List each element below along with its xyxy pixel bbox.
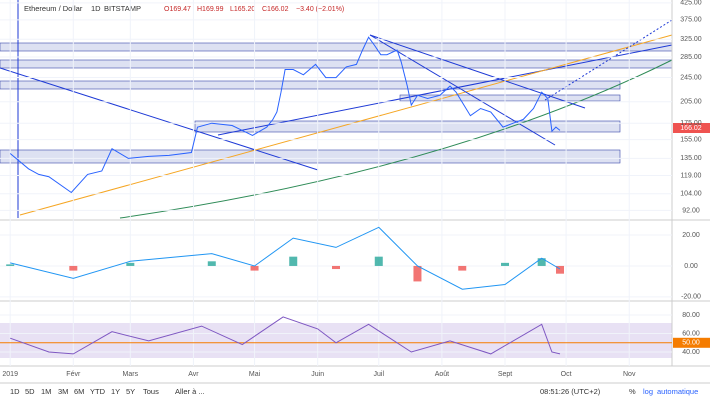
range[interactable]: 3M bbox=[58, 387, 68, 396]
y-tick-label: 135.00 bbox=[680, 155, 702, 162]
range[interactable]: Tous bbox=[143, 387, 159, 396]
y-tick-label: 119.00 bbox=[681, 172, 702, 179]
pct[interactable]: % bbox=[629, 387, 636, 396]
y-tick-label: 80.00 bbox=[682, 312, 700, 319]
macd-line bbox=[10, 226, 561, 290]
range[interactable]: 6M bbox=[74, 387, 84, 396]
histogram-bar bbox=[289, 256, 298, 266]
y-tick-label: 245.00 bbox=[680, 74, 702, 81]
y-tick-label: 425.00 bbox=[680, 0, 702, 7]
toolbar: 1D 5D 1M 3M 6M YTD 1Y 5Y Tous Aller à ..… bbox=[10, 387, 698, 396]
zone bbox=[0, 80, 621, 90]
open: O169.47 bbox=[164, 6, 191, 13]
y-tick-label: 375.00 bbox=[680, 17, 702, 24]
histogram-bar bbox=[413, 265, 422, 282]
trendline bbox=[0, 67, 319, 171]
histogram-bar bbox=[537, 258, 546, 266]
symbol: Ethereum / Dollar bbox=[24, 4, 83, 13]
close: C166.02 bbox=[262, 6, 289, 13]
y-tick-label: 285.00 bbox=[680, 54, 702, 61]
range[interactable]: YTD bbox=[90, 387, 106, 396]
y-tick-label: 205.00 bbox=[680, 99, 702, 106]
histogram-bar bbox=[6, 264, 15, 266]
range[interactable]: 1M bbox=[41, 387, 51, 396]
y-tick-label: 104.00 bbox=[680, 191, 702, 198]
histogram-bar bbox=[458, 265, 467, 271]
y-tick-label: 0.00 bbox=[684, 263, 698, 270]
y-tick-label: 155.00 bbox=[680, 137, 702, 144]
x-tick-label: Oct bbox=[561, 371, 572, 378]
zone bbox=[0, 59, 673, 69]
zone bbox=[0, 42, 673, 52]
x-tick-label: Août bbox=[435, 371, 449, 378]
high: H169.99 bbox=[197, 6, 224, 13]
trendline bbox=[369, 34, 556, 146]
trendline bbox=[19, 34, 673, 216]
x-tick-label: Févr bbox=[66, 371, 81, 378]
interval: 1D bbox=[91, 4, 101, 13]
trendlines bbox=[0, 0, 673, 219]
range[interactable]: 5Y bbox=[126, 387, 135, 396]
histogram-bar bbox=[332, 265, 340, 270]
price-tag bbox=[673, 123, 710, 133]
x-tick-label: 2019 bbox=[2, 371, 18, 378]
x-tick-label: Juin bbox=[311, 371, 324, 378]
trendline bbox=[369, 34, 586, 109]
histogram-bar bbox=[207, 261, 216, 266]
rsi-line bbox=[10, 316, 561, 355]
auto[interactable]: automatique bbox=[657, 387, 698, 396]
drawings bbox=[0, 42, 673, 164]
y-tick-label: 92.00 bbox=[682, 207, 700, 214]
legend: Ethereum / Dollar 1D BITSTAMP O169.47 H1… bbox=[24, 4, 344, 13]
y-tick-label: 175.00 bbox=[680, 120, 702, 127]
x-tick-label: Sept bbox=[498, 371, 512, 378]
histogram-bar bbox=[501, 262, 510, 266]
trendline bbox=[119, 59, 673, 219]
y-tick-label: 50.00 bbox=[682, 340, 700, 347]
y-tick-label: 60.00 bbox=[682, 330, 700, 337]
zone bbox=[194, 120, 621, 133]
histogram-bar bbox=[126, 262, 135, 266]
mid-tag bbox=[673, 337, 710, 348]
exchange: BITSTAMP bbox=[104, 4, 141, 13]
goto[interactable]: Aller à ... bbox=[175, 387, 205, 396]
y-tick-label: 325.00 bbox=[680, 36, 702, 43]
range[interactable]: 1Y bbox=[111, 387, 120, 396]
zone bbox=[399, 94, 621, 102]
histogram-bar bbox=[250, 265, 259, 271]
y-tick-label: 20.00 bbox=[682, 232, 700, 239]
y-tick-label: -20.00 bbox=[681, 294, 701, 301]
price-line bbox=[9, 36, 561, 194]
y-tick-label: 40.00 bbox=[682, 349, 700, 356]
histogram-bar bbox=[69, 265, 78, 271]
zone bbox=[0, 149, 621, 164]
x-tick-label: Mars bbox=[123, 371, 139, 378]
range[interactable]: 5D bbox=[25, 387, 35, 396]
clock: 08:51:26 (UTC+2) bbox=[540, 387, 601, 396]
change: −3.40 (−2.01%) bbox=[296, 6, 344, 13]
histogram-bar bbox=[374, 256, 383, 266]
last-price: 166.02 bbox=[680, 125, 702, 132]
x-tick-label: Avr bbox=[188, 371, 199, 378]
x-tick-label: Nov bbox=[623, 371, 636, 378]
range[interactable]: 1D bbox=[10, 387, 20, 396]
x-tick-label: Mai bbox=[249, 371, 261, 378]
rsi-band bbox=[0, 323, 672, 358]
x-tick-label: Juil bbox=[374, 371, 385, 378]
histogram-bar bbox=[556, 265, 564, 274]
low: L165.20 bbox=[230, 6, 255, 13]
log[interactable]: log bbox=[643, 387, 653, 396]
